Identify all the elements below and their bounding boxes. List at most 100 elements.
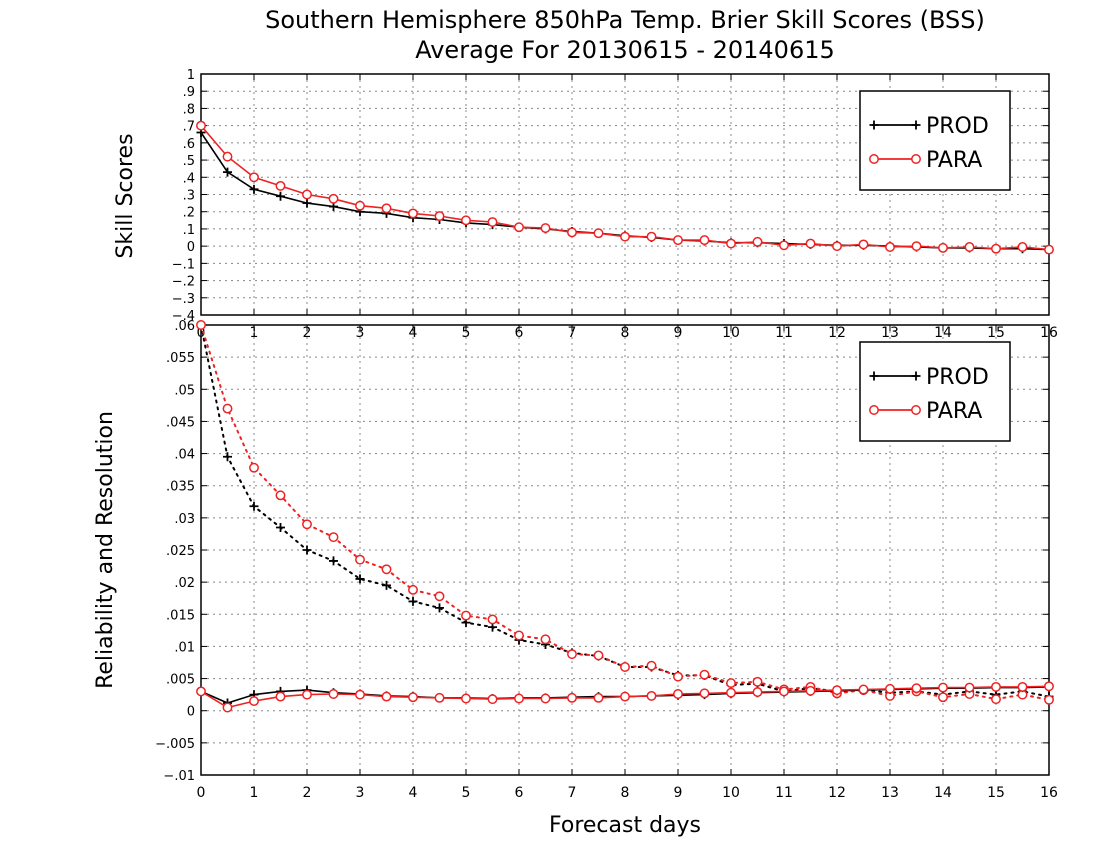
data-point-para [699, 235, 710, 246]
x-tick-label: 13 [881, 785, 899, 801]
data-point-para [461, 610, 471, 621]
bottom-panel-ylabel: Reliability and Resolution [93, 411, 118, 689]
data-point-prod [249, 501, 259, 511]
y-tick-label: −.005 [155, 737, 195, 752]
data-point-para [699, 688, 710, 699]
x-tick-label: 12 [828, 785, 846, 801]
data-point-para [222, 151, 233, 162]
legend: PROD PARA [859, 341, 1011, 442]
data-point-para [434, 211, 445, 221]
data-point-prod [355, 574, 365, 584]
data-point-para [832, 241, 842, 252]
data-point-para [461, 215, 471, 226]
data-point-prod [329, 556, 338, 566]
data-point-para [779, 686, 789, 697]
data-point-para [1044, 244, 1054, 255]
legend: PROD PARA [859, 90, 1011, 191]
x-tick-label: 15 [987, 785, 1005, 801]
legend-label-para: PARA [926, 148, 982, 173]
data-point-para [196, 686, 206, 697]
data-point-para [328, 193, 339, 204]
data-point-para [196, 120, 206, 131]
data-point-para [381, 203, 392, 214]
x-tick-label: 1 [250, 785, 259, 801]
y-tick-label: .01 [174, 640, 195, 655]
data-point-para [911, 683, 922, 694]
data-point-para [620, 662, 630, 672]
y-tick-label: .2 [183, 206, 195, 221]
data-point-para [514, 630, 524, 641]
y-tick-label: .3 [183, 189, 195, 204]
data-point-para [249, 462, 259, 473]
y-tick-label: 1 [187, 68, 195, 83]
data-point-para [249, 172, 259, 183]
data-point-para [991, 681, 1001, 692]
y-tick-label: 0 [187, 705, 195, 720]
y-tick-label: .06 [174, 319, 195, 334]
x-tick-label: 10 [722, 785, 740, 801]
data-point-para [646, 231, 657, 242]
plot-panels: −.4−.3−.2−.10.1.2.3.4.5.6.7.8.910 1 2 3 4 5 6 7… [155, 68, 1058, 801]
data-point-para [275, 691, 286, 702]
y-tick-label: .5 [183, 154, 195, 169]
x-axis-label: Forecast days [549, 813, 701, 838]
data-point-para [1017, 681, 1028, 692]
data-point-para [752, 687, 763, 698]
data-point-prod [302, 545, 312, 555]
data-point-para [540, 693, 551, 704]
legend-label-prod: PROD [926, 114, 989, 139]
y-tick-label: .025 [166, 544, 195, 559]
data-point-para [805, 685, 816, 696]
y-tick-label: .7 [183, 120, 195, 135]
data-point-para [885, 242, 895, 252]
data-point-para [328, 532, 339, 543]
data-point-para [222, 403, 233, 414]
data-point-para [514, 693, 524, 704]
data-point-para [487, 694, 498, 705]
data-point-para [434, 692, 445, 703]
data-point-para [567, 692, 577, 703]
data-point-para [249, 696, 259, 707]
data-point-para [938, 682, 948, 693]
data-point-para [355, 200, 365, 211]
data-point-prod [223, 167, 232, 177]
legend-marker-para [911, 405, 921, 415]
data-point-para [646, 660, 657, 671]
data-point-para [540, 634, 551, 645]
top-panel: −.4−.3−.2−.10.1.2.3.4.5.6.7.8.910 1 2 3 4 5 6 7… [172, 68, 1058, 341]
data-point-para [779, 240, 789, 251]
y-tick-label: −.2 [172, 275, 195, 290]
data-point-para [726, 678, 736, 689]
x-tick-label: 2 [303, 785, 312, 801]
data-point-para [620, 231, 630, 242]
data-point-para [1044, 694, 1054, 705]
y-tick-label: .4 [183, 171, 195, 186]
data-point-para [514, 222, 524, 233]
data-point-para [805, 238, 816, 249]
y-tick-label: .035 [166, 480, 195, 495]
legend-marker-prod [869, 120, 879, 130]
data-point-para [911, 241, 922, 252]
data-point-prod [382, 580, 391, 590]
data-point-prod [276, 523, 285, 532]
y-tick-label: 0 [187, 240, 195, 255]
x-tick-label: 0 [197, 785, 206, 801]
data-point-para [752, 676, 763, 687]
data-point-para [673, 671, 683, 682]
data-point-para [673, 235, 683, 246]
y-tick-label: .055 [166, 351, 195, 366]
data-point-para [381, 564, 392, 575]
data-point-para [699, 669, 710, 680]
data-point-para [461, 693, 471, 704]
data-point-para [408, 692, 418, 703]
data-point-para [275, 180, 286, 191]
data-point-para [593, 650, 604, 661]
series-line-para-dotted [200, 324, 1050, 701]
legend-label-prod: PROD [926, 365, 989, 390]
x-tick-label: 8 [621, 785, 630, 801]
y-tick-label: .6 [183, 137, 195, 152]
data-point-para [381, 691, 392, 702]
data-point-para [196, 320, 206, 330]
x-tick-label: 11 [775, 785, 793, 801]
data-point-para [487, 614, 498, 625]
